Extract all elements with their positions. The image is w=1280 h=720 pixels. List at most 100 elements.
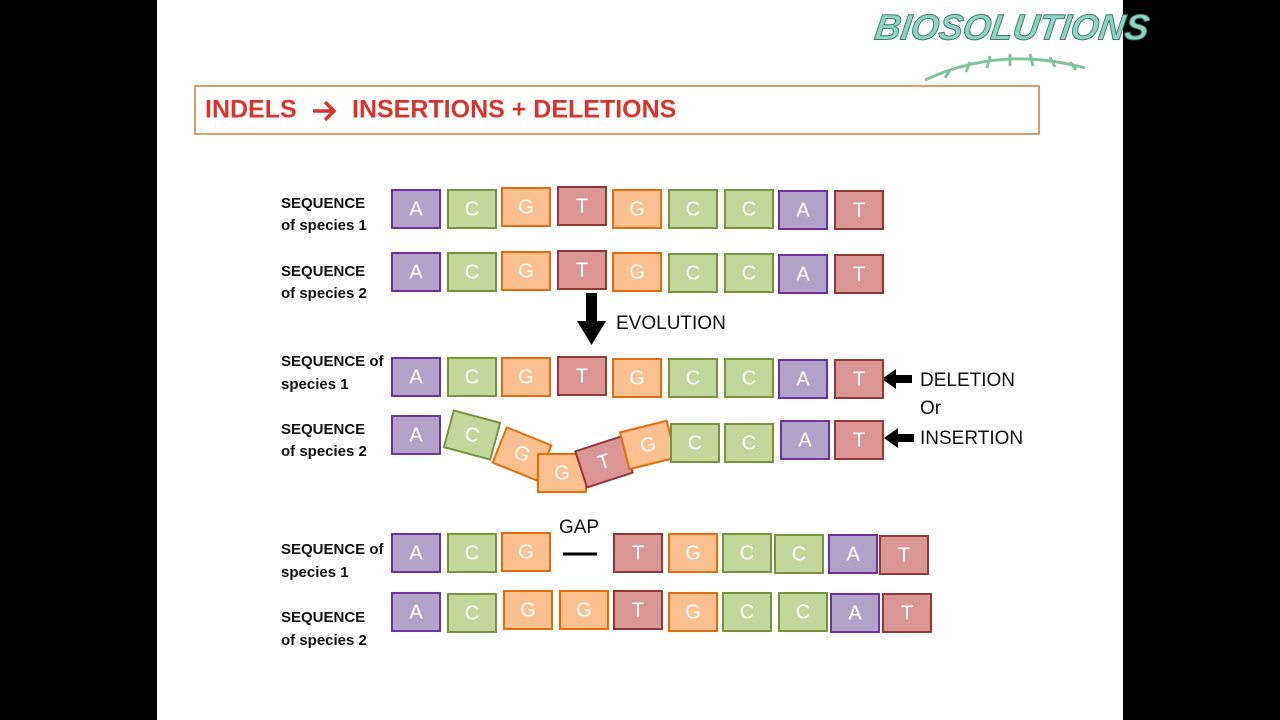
insertion-label: INSERTION — [920, 428, 1023, 449]
base-letter: C — [465, 198, 479, 220]
base-box: G — [668, 533, 718, 573]
base-box: T — [834, 359, 884, 399]
base-letter: G — [518, 541, 534, 563]
base-box: A — [391, 357, 441, 397]
base-box: C — [724, 253, 774, 293]
base-letter: G — [685, 601, 701, 623]
title-left: INDELS — [205, 96, 297, 124]
base-letter: G — [629, 198, 645, 220]
base-box: G — [501, 251, 551, 291]
base-box: C — [668, 358, 718, 398]
base-letter: G — [554, 462, 570, 484]
base-rect — [391, 533, 441, 573]
base-box: G — [612, 358, 662, 398]
base-rect — [668, 358, 718, 398]
base-rect — [391, 357, 441, 397]
base-rect — [724, 358, 774, 398]
base-box: A — [391, 592, 441, 632]
base-rect — [612, 189, 662, 229]
base-letter: C — [465, 602, 479, 624]
or-label: Or — [920, 398, 942, 419]
base-letter: G — [518, 260, 534, 282]
row-label: of species 1 — [281, 217, 367, 234]
base-letter: G — [518, 196, 534, 218]
base-letter: C — [465, 542, 479, 564]
base-box: A — [391, 415, 441, 455]
deletion-label: DELETION — [920, 370, 1015, 391]
title-arrow — [313, 100, 337, 122]
base-box: G — [618, 419, 678, 471]
base-rect — [501, 187, 551, 227]
base-rect — [557, 250, 607, 290]
base-box: G — [612, 189, 662, 229]
base-rect — [668, 253, 718, 293]
base-rect — [447, 357, 497, 397]
base-letter: T — [576, 259, 588, 281]
base-letter: G — [629, 261, 645, 283]
row-label: species 1 — [281, 564, 349, 581]
base-rect — [557, 356, 607, 396]
base-rect — [724, 189, 774, 229]
base-letter: A — [409, 261, 423, 283]
base-rect — [778, 254, 828, 294]
logo-leaf — [924, 53, 1086, 82]
title-box — [194, 85, 1040, 135]
base-box: T — [834, 254, 884, 294]
base-letter: C — [792, 543, 806, 565]
gap-label: GAP — [559, 517, 599, 538]
base-rect — [447, 189, 497, 229]
base-letter: T — [898, 544, 910, 566]
base-box: T — [557, 186, 607, 226]
base-box: C — [668, 189, 718, 229]
base-rect — [780, 420, 830, 460]
base-box: C — [668, 253, 718, 293]
base-letter: A — [409, 198, 423, 220]
base-box: T — [557, 250, 607, 290]
base-rect — [830, 593, 880, 633]
base-letter: C — [686, 367, 700, 389]
base-box: T — [613, 590, 663, 630]
base-letter: A — [848, 602, 862, 624]
base-letter: T — [632, 542, 644, 564]
base-letter: T — [853, 263, 865, 285]
base-rect — [501, 251, 551, 291]
base-letter: A — [796, 263, 810, 285]
base-letter: A — [409, 424, 423, 446]
base-box: C — [447, 357, 497, 397]
base-box: G — [668, 592, 718, 632]
base-rect — [722, 533, 772, 573]
base-rect — [668, 592, 718, 632]
base-box: G — [501, 357, 551, 397]
base-letter: T — [901, 602, 913, 624]
base-box: A — [391, 252, 441, 292]
base-rect — [391, 592, 441, 632]
base-box: A — [778, 190, 828, 230]
base-rect — [778, 592, 828, 632]
base-rect — [557, 186, 607, 226]
base-rect — [834, 420, 884, 460]
base-rect — [501, 532, 551, 572]
base-rect — [442, 409, 502, 461]
base-letter: C — [686, 198, 700, 220]
base-letter: C — [740, 601, 754, 623]
base-rect — [724, 423, 774, 463]
logo: BIOSOLUTIONS — [872, 7, 1152, 48]
base-letter: C — [740, 542, 754, 564]
base-letter: A — [796, 368, 810, 390]
base-rect — [391, 252, 441, 292]
base-letter: A — [798, 429, 812, 451]
base-letter: A — [409, 366, 423, 388]
base-rect — [447, 593, 497, 633]
base-rect — [834, 254, 884, 294]
base-rect — [724, 253, 774, 293]
base-rect — [670, 423, 720, 463]
row-label: SEQUENCE of — [281, 541, 385, 558]
base-letter: G — [638, 433, 658, 458]
base-box: A — [391, 533, 441, 573]
base-rect — [391, 415, 441, 455]
base-letter: G — [520, 599, 536, 621]
base-box: A — [830, 593, 880, 633]
base-rect — [778, 190, 828, 230]
row-label: SEQUENCE — [281, 609, 365, 626]
